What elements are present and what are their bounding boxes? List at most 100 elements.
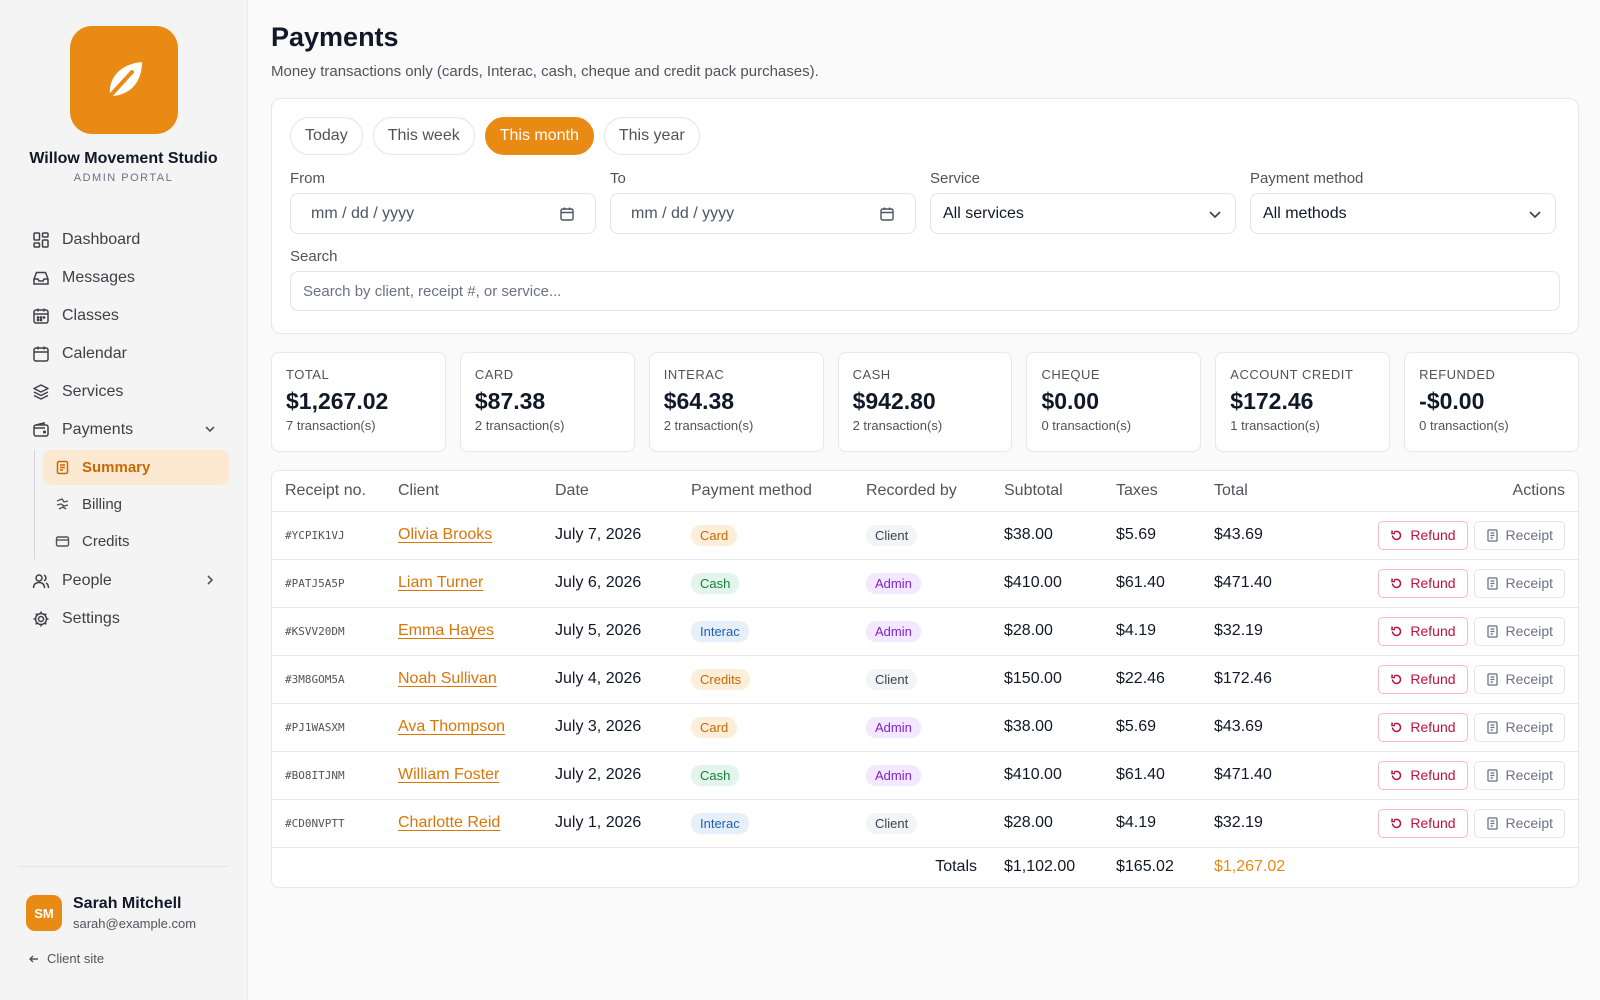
from-date-input[interactable]: mm / dd / yyyy xyxy=(290,193,596,234)
chevron-down-icon[interactable] xyxy=(203,422,217,436)
receipt-button[interactable]: Receipt xyxy=(1473,760,1565,790)
col-payment-method[interactable]: Payment method xyxy=(691,471,866,512)
sidebar-item-label: Summary xyxy=(82,459,151,476)
receipt-button[interactable]: Receipt xyxy=(1473,520,1565,550)
card-value: $172.46 xyxy=(1230,388,1314,414)
payment-method-select[interactable]: All methods xyxy=(1250,193,1556,234)
sidebar-item-credits[interactable]: Credits xyxy=(43,524,229,559)
card-value: -$0.00 xyxy=(1419,388,1485,414)
refund-button[interactable]: Refund xyxy=(1378,760,1468,790)
client-link[interactable]: Liam Turner xyxy=(398,574,484,591)
portal-label: ADMIN PORTAL xyxy=(73,172,174,184)
col-total[interactable]: Total xyxy=(1214,471,1314,512)
sidebar-item-billing[interactable]: Billing xyxy=(43,487,229,522)
col-recorded-by[interactable]: Recorded by xyxy=(866,471,1004,512)
to-date-input[interactable]: mm / dd / yyyy xyxy=(610,193,916,234)
summary-card-total: TOTAL $1,267.02 7 transaction(s) xyxy=(271,352,446,452)
payments-subnav: Summary Billing Credits xyxy=(34,450,229,559)
taxes-cell: $4.19 xyxy=(1116,799,1214,848)
receipt-button[interactable]: Receipt xyxy=(1473,568,1565,598)
client-cell: Emma Hayes xyxy=(398,607,555,656)
subtotal-cell: $28.00 xyxy=(1004,607,1116,656)
sidebar-item-summary[interactable]: Summary xyxy=(43,450,229,485)
totals-total: $1,267.02 xyxy=(1214,858,1286,876)
calendar-icon xyxy=(32,345,50,363)
studio-logo-leaf-icon[interactable] xyxy=(69,26,178,134)
service-select[interactable]: All services xyxy=(930,193,1236,234)
refund-button[interactable]: Refund xyxy=(1378,568,1468,598)
method-cell: Cash xyxy=(691,559,866,608)
client-link[interactable]: William Foster xyxy=(398,766,500,783)
user-profile[interactable]: SM Sarah Mitchell sarah@example.com xyxy=(18,895,229,931)
col-taxes[interactable]: Taxes xyxy=(1116,471,1214,512)
total-cell: $172.46 xyxy=(1214,655,1314,704)
sidebar-item-dashboard[interactable]: Dashboard xyxy=(18,222,229,258)
client-link[interactable]: Noah Sullivan xyxy=(398,670,497,687)
inbox-icon xyxy=(32,269,50,287)
card-label: INTERAC xyxy=(663,367,725,382)
sidebar-item-people[interactable]: People xyxy=(18,563,229,599)
actions-cell: Refund Receipt xyxy=(1314,607,1578,656)
receipt-button[interactable]: Receipt xyxy=(1473,712,1565,742)
card-value: $942.80 xyxy=(852,388,936,414)
summary-card-account-credit: ACCOUNT CREDIT $172.46 1 transaction(s) xyxy=(1215,352,1391,452)
subtotal-cell: $38.00 xyxy=(1004,511,1116,560)
search-input[interactable] xyxy=(290,271,1560,311)
to-label: To xyxy=(610,170,626,187)
sidebar-item-payments[interactable]: Payments xyxy=(18,412,229,448)
client-link[interactable]: Emma Hayes xyxy=(398,622,495,639)
col-client[interactable]: Client xyxy=(398,471,555,512)
sidebar-item-services[interactable]: Services xyxy=(18,374,229,410)
calendar-grid-icon xyxy=(32,307,50,325)
col-subtotal[interactable]: Subtotal xyxy=(1004,471,1116,512)
refund-icon xyxy=(1390,529,1403,542)
recorded-by-badge: Admin xyxy=(866,716,921,738)
sidebar-item-label: People xyxy=(62,572,112,589)
refund-icon xyxy=(1390,817,1403,830)
refund-button[interactable]: Refund xyxy=(1378,616,1468,646)
subtotal-cell: $410.00 xyxy=(1004,559,1116,608)
user-info: Sarah Mitchell sarah@example.com xyxy=(73,895,196,931)
recorded-cell: Client xyxy=(866,511,1004,560)
client-link[interactable]: Ava Thompson xyxy=(398,718,506,735)
col-receipt[interactable]: Receipt no. xyxy=(272,471,398,512)
sidebar-item-messages[interactable]: Messages xyxy=(18,260,229,296)
sidebar-nav: Dashboard Messages Classes Calendar Serv… xyxy=(0,222,247,637)
receipt-button[interactable]: Receipt xyxy=(1473,808,1565,838)
refund-button[interactable]: Refund xyxy=(1378,520,1468,550)
sidebar-item-classes[interactable]: Classes xyxy=(18,298,229,334)
refund-icon xyxy=(1390,577,1403,590)
sidebar-item-label: Calendar xyxy=(62,345,127,362)
recorded-by-badge: Admin xyxy=(866,572,921,594)
receipt-button[interactable]: Receipt xyxy=(1473,616,1565,646)
refund-button[interactable]: Refund xyxy=(1378,712,1468,742)
card-value: $64.38 xyxy=(663,388,735,414)
calendar-icon[interactable] xyxy=(879,206,895,222)
range-today-button[interactable]: Today xyxy=(290,117,363,155)
taxes-cell: $22.46 xyxy=(1116,655,1214,704)
range-this-week-button[interactable]: This week xyxy=(372,117,475,155)
refund-button[interactable]: Refund xyxy=(1378,808,1468,838)
refund-icon xyxy=(1390,625,1403,638)
sidebar-item-settings[interactable]: Settings xyxy=(18,601,229,637)
recorded-by-badge: Client xyxy=(866,524,918,546)
payment-method-badge: Card xyxy=(691,716,738,738)
sidebar-item-calendar[interactable]: Calendar xyxy=(18,336,229,372)
card-label: CARD xyxy=(474,367,514,382)
service-value: All services xyxy=(943,204,1024,222)
chevron-right-icon[interactable] xyxy=(203,573,217,587)
payment-method-badge: Cash xyxy=(691,764,740,786)
receipt-number: #PJ1WASXM xyxy=(285,721,345,734)
client-site-link[interactable]: Client site xyxy=(18,951,229,966)
col-date[interactable]: Date xyxy=(555,471,691,512)
range-this-year-button[interactable]: This year xyxy=(603,117,700,155)
receipt-cell: #PJ1WASXM xyxy=(272,703,398,752)
sidebar: Willow Movement Studio ADMIN PORTAL Dash… xyxy=(0,0,248,1000)
client-link[interactable]: Charlotte Reid xyxy=(398,814,501,831)
actions-cell: Refund Receipt xyxy=(1314,799,1578,848)
range-this-month-button[interactable]: This month xyxy=(484,117,594,155)
receipt-button[interactable]: Receipt xyxy=(1473,664,1565,694)
calendar-icon[interactable] xyxy=(559,206,575,222)
client-link[interactable]: Olivia Brooks xyxy=(398,526,493,543)
refund-button[interactable]: Refund xyxy=(1378,664,1468,694)
